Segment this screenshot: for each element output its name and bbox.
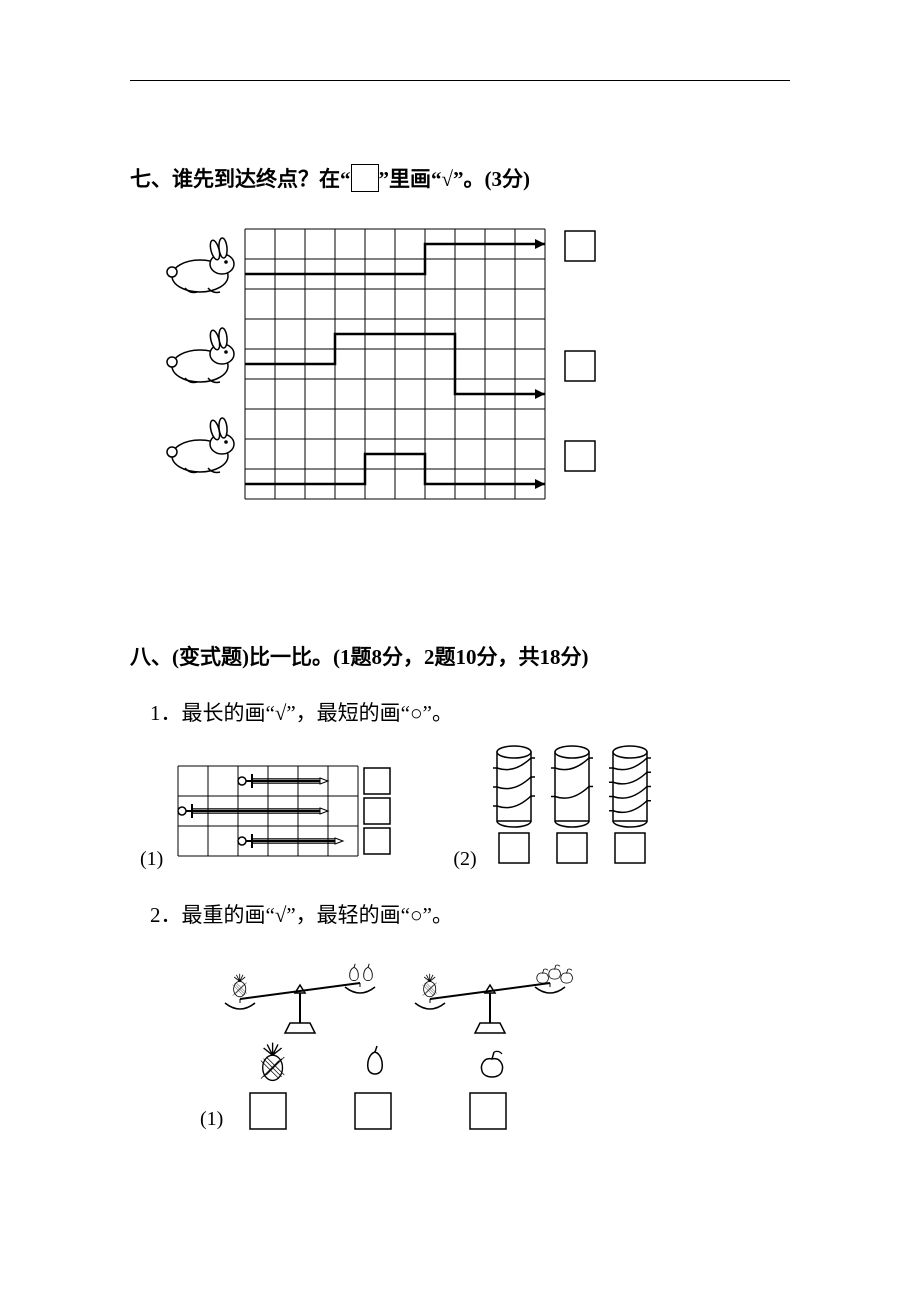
q8-part1-sub2: (2) [453, 741, 676, 871]
q8-scales-svg: (1) [200, 943, 620, 1143]
q7-title-suffix: ”里画“√”。(3分) [379, 167, 531, 191]
q8-part2-figure: (1) [200, 943, 790, 1143]
q7-title-prefix: 七、谁先到达终点？在“ [130, 167, 351, 191]
q7-inline-answer-box-icon [351, 164, 379, 192]
q8-part2-label: 2．最重的画“√”，最轻的画“○”。 [150, 899, 790, 929]
q8-part1-sub1: (1) [140, 761, 413, 871]
q8-swords-svg [173, 761, 413, 871]
q7-title: 七、谁先到达终点？在“ ”里画“√”。(3分) [130, 161, 790, 199]
q8-title: 八、(变式题)比一比。(1题8分，2题10分，共18分) [130, 639, 790, 677]
q8-cylinders-svg [487, 741, 677, 871]
svg-text:(1): (1) [200, 1108, 223, 1130]
q7-maze-svg [150, 219, 620, 519]
q8-part1-row: (1) (2) [140, 741, 790, 871]
q8-part1-sub1-label: (1) [140, 848, 163, 871]
q8-part1-label: 1．最长的画“√”，最短的画“○”。 [150, 697, 790, 727]
q8-part1-sub2-label: (2) [453, 848, 476, 871]
page-top-rule [130, 80, 790, 81]
q7-figure [150, 219, 790, 519]
